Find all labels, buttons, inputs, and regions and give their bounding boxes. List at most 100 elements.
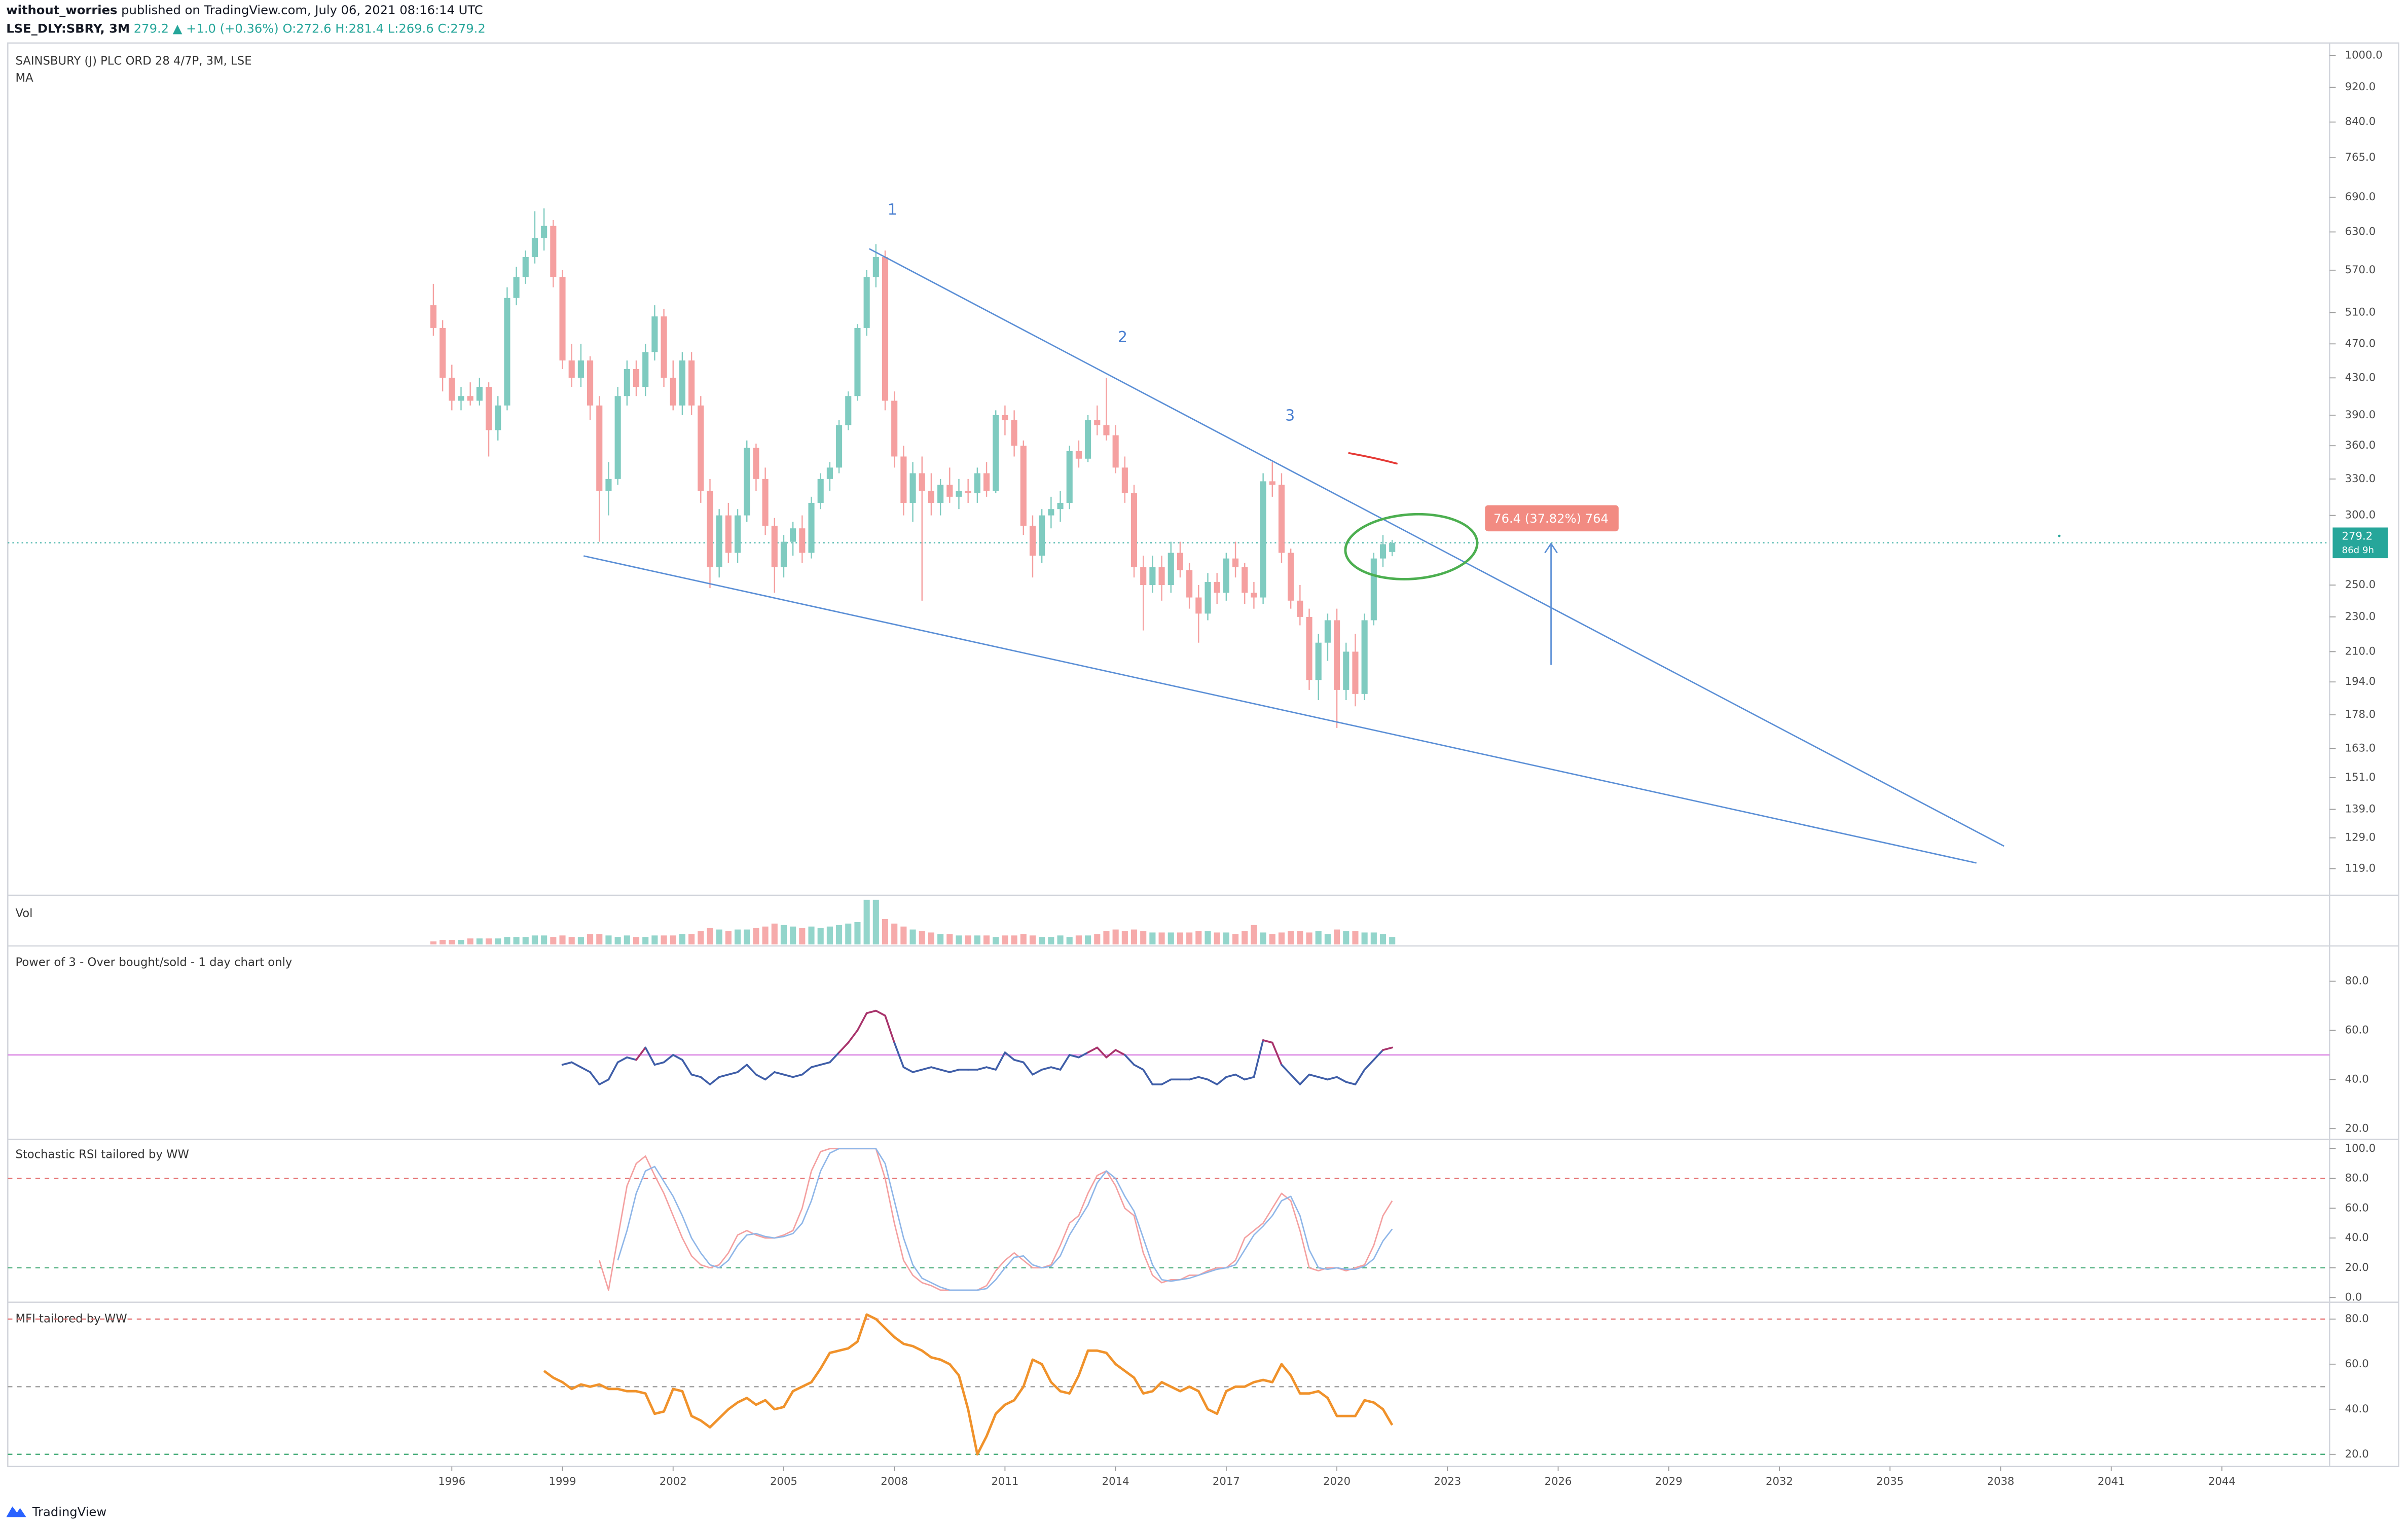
candle-body bbox=[1269, 481, 1275, 485]
indicator-segment bbox=[1207, 1078, 1218, 1085]
volume-bar bbox=[1232, 934, 1239, 944]
red-arc bbox=[1348, 452, 1398, 465]
volume-bar bbox=[1130, 929, 1138, 944]
candle-body bbox=[1112, 435, 1119, 468]
indicator-segment bbox=[580, 1066, 591, 1073]
candle-body bbox=[504, 298, 510, 406]
volume-bar bbox=[467, 938, 473, 944]
indicator-segment bbox=[598, 1078, 610, 1085]
volume-bar bbox=[1315, 931, 1322, 944]
candle-body bbox=[1002, 415, 1008, 420]
candle-body bbox=[1361, 620, 1368, 694]
indicator-segment bbox=[939, 1069, 951, 1073]
volume-bar bbox=[1002, 935, 1008, 944]
candle-body bbox=[1130, 493, 1138, 567]
candle-body bbox=[919, 473, 925, 491]
candle-body bbox=[670, 378, 676, 406]
candle-body bbox=[909, 473, 916, 503]
candle-body bbox=[1389, 542, 1396, 552]
volume-bar bbox=[1029, 935, 1036, 944]
symbol: LSE_DLY:SBRY, 3M bbox=[6, 22, 130, 36]
y-tick-label: 330.0 bbox=[2345, 472, 2376, 485]
candle-body bbox=[1288, 553, 1294, 601]
indicator-segment bbox=[1345, 1081, 1357, 1085]
candle-body bbox=[642, 352, 649, 387]
y-tick-label: 163.0 bbox=[2345, 741, 2376, 754]
y-tick-label: 100.0 bbox=[2345, 1142, 2376, 1154]
author: without_worries bbox=[6, 3, 117, 17]
volume-bar bbox=[1306, 932, 1312, 944]
frame bbox=[7, 42, 2399, 1467]
y-tick-label: 0.0 bbox=[2345, 1291, 2362, 1303]
indicator-segment bbox=[700, 1076, 711, 1085]
indicator-segment bbox=[1041, 1066, 1052, 1071]
indicator-segment bbox=[829, 1051, 840, 1064]
candle-body bbox=[1020, 446, 1027, 526]
indicator-segment bbox=[1216, 1076, 1227, 1085]
y-tick-label: 20.0 bbox=[2345, 1121, 2369, 1134]
volume-bar bbox=[541, 935, 548, 944]
candle-body bbox=[1232, 558, 1239, 567]
indicator-segment bbox=[1197, 1076, 1209, 1081]
indicator-segment bbox=[801, 1066, 813, 1076]
y-tick-label: 570.0 bbox=[2345, 263, 2376, 276]
y-tick-label: 60.0 bbox=[2345, 1201, 2369, 1214]
pane-title: Power of 3 - Over bought/sold - 1 day ch… bbox=[15, 956, 292, 969]
volume-bar bbox=[734, 929, 741, 944]
indicator-segment bbox=[1142, 1069, 1154, 1085]
indicator-segment bbox=[727, 1071, 739, 1076]
indicator-segment bbox=[1363, 1059, 1375, 1071]
indicator-segment bbox=[709, 1076, 720, 1085]
indicator-segment bbox=[810, 1064, 822, 1068]
volume-bar bbox=[808, 926, 815, 944]
y-tick-label: 80.0 bbox=[2345, 1312, 2369, 1325]
candle-body bbox=[1195, 597, 1202, 614]
candle-body bbox=[587, 360, 594, 406]
indicator-segment bbox=[976, 1066, 988, 1071]
quote: 279.2 ▲ +1.0 (+0.36%) O:272.6 H:281.4 L:… bbox=[134, 22, 486, 36]
volume-bar bbox=[744, 929, 750, 944]
volume-bar bbox=[440, 940, 446, 944]
indicator-segment bbox=[1382, 1046, 1394, 1051]
candle-body bbox=[780, 541, 787, 567]
y-tick-label: 430.0 bbox=[2345, 371, 2376, 383]
indicator-segment bbox=[1317, 1076, 1329, 1081]
main-subtitle: MA bbox=[15, 71, 33, 85]
indicator-segment bbox=[561, 1061, 573, 1066]
candle-body bbox=[900, 456, 907, 503]
candle-body bbox=[854, 327, 861, 396]
candle-body bbox=[568, 360, 575, 378]
candle-body bbox=[1177, 553, 1184, 570]
candle-body bbox=[1315, 642, 1322, 680]
x-tick-label: 2020 bbox=[1323, 1475, 1351, 1487]
candle-body bbox=[1011, 420, 1017, 446]
volume-bar bbox=[476, 938, 483, 944]
volume-bar bbox=[1112, 929, 1119, 944]
brand: TradingView bbox=[32, 1505, 106, 1519]
wave-label: 2 bbox=[1118, 329, 1127, 346]
y-tick-label: 690.0 bbox=[2345, 190, 2376, 203]
y-tick-label: 60.0 bbox=[2345, 1357, 2369, 1370]
candle-body bbox=[1370, 558, 1377, 621]
candle-body bbox=[522, 257, 529, 277]
candle-body bbox=[734, 515, 741, 553]
indicator-segment bbox=[1188, 1076, 1200, 1081]
candle-body bbox=[1214, 582, 1220, 593]
volume-bar bbox=[430, 941, 436, 944]
y-tick-label: 210.0 bbox=[2345, 644, 2376, 657]
candle-body bbox=[1352, 651, 1359, 694]
indicator-segment bbox=[1087, 1046, 1099, 1053]
candle-body bbox=[707, 491, 713, 567]
wave-label: 1 bbox=[887, 201, 897, 218]
volume-bar bbox=[577, 937, 584, 944]
y-tick-label: 630.0 bbox=[2345, 225, 2376, 237]
y-tick-label: 151.0 bbox=[2345, 771, 2376, 783]
volume-bar bbox=[1260, 932, 1266, 944]
volume-bar bbox=[1121, 931, 1128, 944]
indicator-segment bbox=[755, 1073, 767, 1081]
indicator-segment bbox=[1336, 1076, 1347, 1083]
x-tick-label: 2008 bbox=[881, 1475, 908, 1487]
x-tick-label: 2038 bbox=[1987, 1475, 2014, 1487]
y-tick-label: 20.0 bbox=[2345, 1261, 2369, 1273]
candle-body bbox=[1242, 567, 1248, 593]
